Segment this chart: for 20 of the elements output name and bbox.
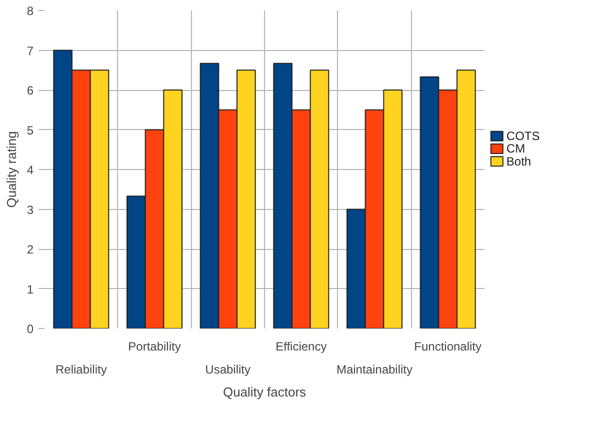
y-tick-label: 2	[26, 242, 34, 256]
y-tick-label: 5	[26, 123, 34, 138]
x-tick-label: Usability	[205, 362, 251, 376]
y-tick-label: 3	[26, 202, 34, 217]
y-tick-label: 6	[26, 84, 34, 98]
x-axis-title: Quality factors	[222, 384, 307, 400]
legend-label: Both	[506, 154, 532, 168]
y-tick-label: 7	[26, 44, 34, 58]
y-axis-title: Quality rating	[4, 131, 19, 208]
x-tick-label: Portability	[128, 340, 181, 354]
x-tick-label: Efficiency	[276, 340, 327, 354]
x-tick-label: Maintainability	[336, 362, 413, 376]
x-tick-label: Reliability	[55, 362, 107, 376]
legend-label: CM	[506, 142, 526, 156]
x-tick-label: Functionality	[414, 340, 482, 354]
y-tick-label: 8	[26, 4, 34, 18]
y-tick-label: 1	[26, 282, 34, 296]
y-tick-label: 0	[26, 322, 34, 336]
legend-label: COTS	[506, 129, 540, 144]
y-tick-label: 4	[26, 163, 34, 177]
